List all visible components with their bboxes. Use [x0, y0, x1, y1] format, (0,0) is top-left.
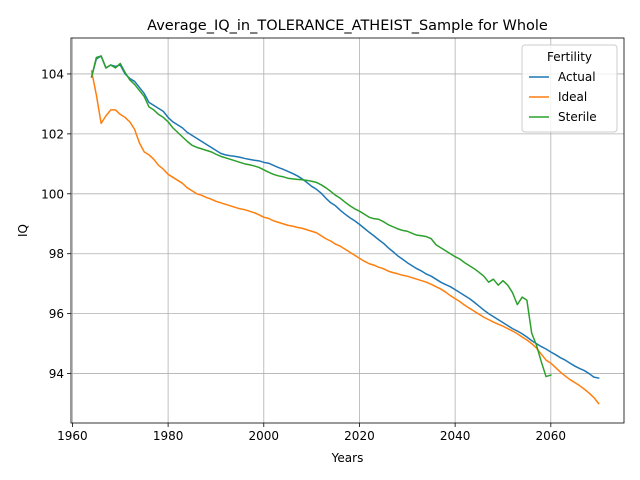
legend-label-ideal: Ideal: [558, 90, 587, 104]
legend-label-actual: Actual: [558, 70, 596, 84]
legend-label-sterile: Sterile: [558, 110, 597, 124]
x-tick-label: 2020: [344, 429, 375, 443]
y-tick-label: 98: [49, 247, 64, 261]
y-tick-label: 100: [41, 187, 64, 201]
y-tick-label: 94: [49, 367, 64, 381]
axis-ticks: 1960 1980 2000 2020 2040 2060 94 96 98 100 102 104: [41, 67, 566, 443]
chart-title: Average_IQ_in_TOLERANCE_ATHEIST_Sample f…: [147, 18, 548, 34]
x-tick-label: 2000: [249, 429, 280, 443]
x-tick-label: 2060: [536, 429, 567, 443]
grid: [71, 38, 624, 423]
legend: Fertility Actual Ideal Sterile: [521, 44, 618, 133]
series-lines: [90, 55, 600, 405]
x-tick-label: 1960: [57, 429, 88, 443]
y-tick-label: 102: [41, 127, 64, 141]
x-tick-label: 1980: [153, 429, 184, 443]
legend-box: [521, 44, 618, 133]
y-axis-label: IQ: [16, 224, 30, 237]
y-tick-label: 96: [49, 307, 64, 321]
series-line-sterile: [90, 55, 552, 378]
x-tick-label: 2040: [440, 429, 471, 443]
series-line-actual: [90, 55, 600, 379]
legend-title: Fertility: [547, 50, 592, 64]
legend-items: Actual Ideal Sterile: [529, 70, 597, 124]
plot-frame: [70, 37, 625, 424]
y-tick-label: 104: [41, 67, 64, 81]
x-axis-label: Years: [331, 451, 364, 465]
series-line-ideal: [90, 70, 600, 405]
